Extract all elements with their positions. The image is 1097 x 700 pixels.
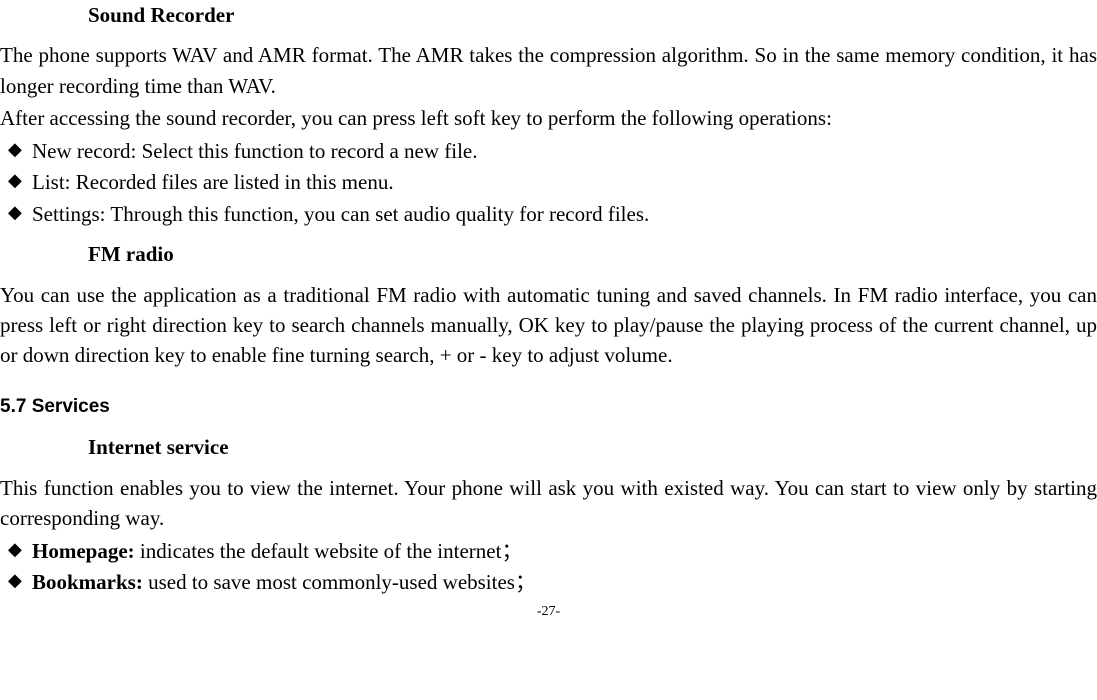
homepage-label: Homepage: (32, 539, 135, 563)
sound-recorder-para-1: The phone supports WAV and AMR format. T… (0, 40, 1097, 101)
fm-radio-para: You can use the application as a traditi… (0, 280, 1097, 371)
homepage-text: indicates the default website of the int… (135, 539, 523, 563)
bookmarks-label: Bookmarks: (32, 570, 143, 594)
list-item: List: Recorded files are listed in this … (8, 167, 1097, 197)
page-number: -27- (0, 602, 1097, 622)
list-item: New record: Select this function to reco… (8, 136, 1097, 166)
list-item: Settings: Through this function, you can… (8, 199, 1097, 229)
sound-recorder-bullets: New record: Select this function to reco… (8, 136, 1097, 229)
list-item: Bookmarks: used to save most commonly-us… (8, 567, 1097, 597)
bookmarks-text: used to save most commonly-used websites… (143, 570, 536, 594)
internet-para: This function enables you to view the in… (0, 473, 1097, 534)
sound-recorder-para-2: After accessing the sound recorder, you … (0, 103, 1097, 133)
fm-radio-heading: FM radio (88, 239, 1097, 269)
services-heading: 5.7 Services (0, 393, 1097, 421)
list-item: Homepage: indicates the default website … (8, 536, 1097, 566)
internet-bullets: Homepage: indicates the default website … (8, 536, 1097, 598)
sound-recorder-heading: Sound Recorder (88, 0, 1097, 30)
internet-heading: Internet service (88, 432, 1097, 462)
